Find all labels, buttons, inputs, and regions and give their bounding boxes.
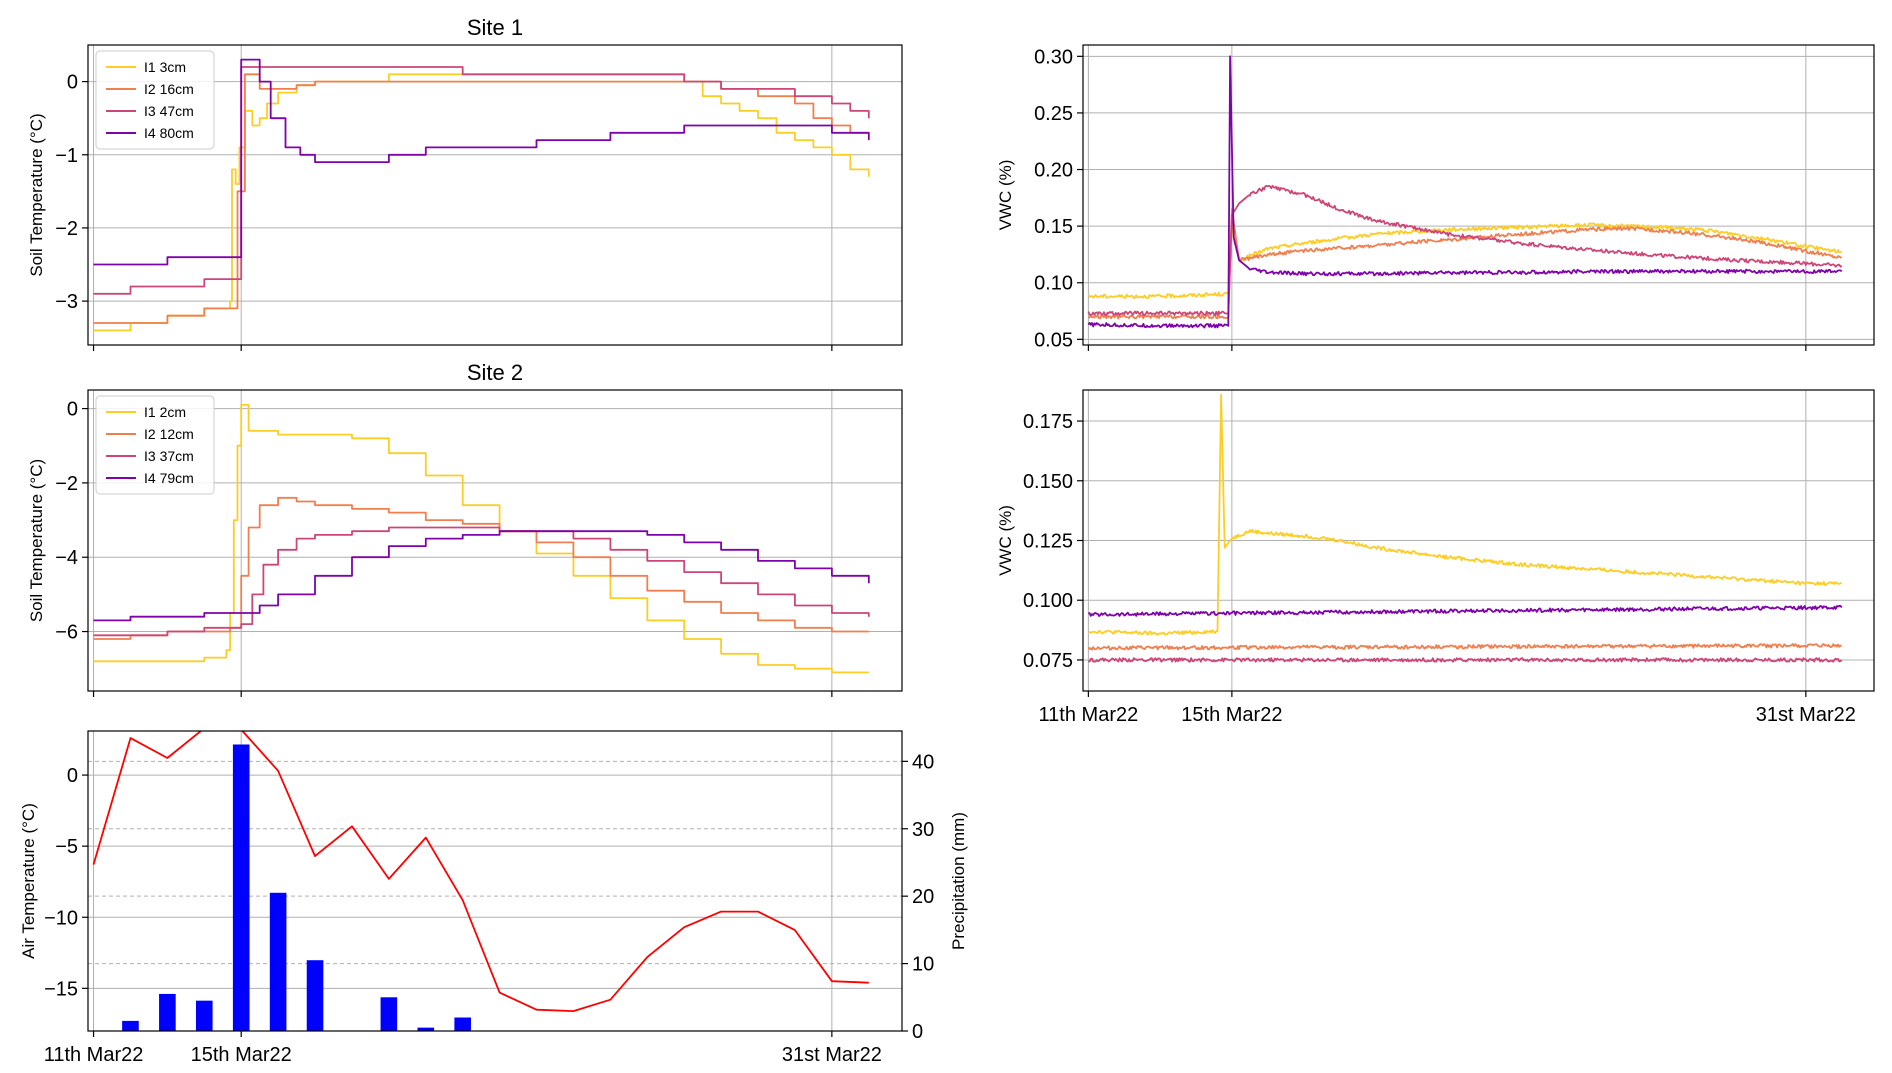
x-tick-label: 15th Mar22 [191, 1044, 292, 1066]
precip-bar [269, 892, 287, 1031]
right-tick-label: 30 [912, 819, 934, 841]
y-tick-label: −4 [55, 547, 78, 569]
y-tick-label: 0 [67, 72, 78, 94]
y-axis-label: Soil Temperature (°C) [27, 459, 46, 622]
series-line [1088, 393, 1842, 636]
series-line [93, 526, 870, 637]
y-tick-label: −6 [55, 622, 78, 644]
series-line [1088, 604, 1843, 617]
y-tick-label: 0.075 [1023, 650, 1073, 672]
series-line [92, 731, 869, 1012]
y-tick-label: 0.20 [1034, 160, 1073, 182]
right-tick-label: 20 [912, 886, 934, 908]
x-tick-label: 11th Mar22 [44, 1044, 144, 1066]
y-tick-label: −15 [44, 978, 78, 1000]
axes-frame [1082, 389, 1875, 692]
series-line [1087, 55, 1843, 329]
series-line [93, 530, 870, 622]
chart-title: Site 1 [467, 15, 523, 40]
y-axis-label: Air Temperature (°C) [19, 803, 38, 959]
right-axis-label: Precipitation (mm) [949, 812, 968, 950]
y-tick-label: −10 [44, 907, 78, 929]
chart-title: Site 2 [467, 360, 523, 385]
x-tick-label: 15th Mar22 [1181, 704, 1282, 726]
y-tick-label: −2 [55, 473, 78, 495]
precip-bar [195, 1000, 213, 1031]
precip-bar [232, 744, 250, 1031]
y-tick-label: 0 [67, 399, 78, 421]
right-tick-label: 0 [912, 1021, 923, 1043]
precip-bar [417, 1027, 435, 1031]
precip-bar [454, 1017, 472, 1031]
series-line [93, 73, 869, 324]
y-axis-label: Soil Temperature (°C) [27, 113, 46, 276]
y-axis-label: VWC (%) [996, 505, 1015, 576]
y-tick-label: −2 [55, 218, 78, 240]
chart-panel-3: 0.30 0.25 0.20 0.15 0.10 0.05 VWC (%) [996, 44, 1875, 351]
series-line [1087, 222, 1842, 300]
series-line [1087, 184, 1843, 317]
y-tick-label: −1 [55, 145, 78, 167]
legend-label: I3 47cm [144, 103, 194, 119]
axes-frame [87, 44, 903, 346]
precip-bar [159, 993, 176, 1031]
legend-box [95, 50, 215, 150]
chart-panel-2: 0 −2 −4 −6 Site 2 Soil Temperature (°C) I1 2cm… [27, 360, 903, 697]
y-tick-label: −3 [55, 291, 78, 313]
chart-panel-5: 0 −5 −10 −15 40 30 20 10 0 Air Temperature (°C) Pr… [19, 730, 968, 1066]
y-tick-label: 0.30 [1034, 46, 1073, 68]
y-axis-label: VWC (%) [996, 160, 1015, 231]
y-tick-label: 0.125 [1023, 531, 1073, 553]
chart-panel-1: 0 −1 −2 −3 Site 1 Soil Temperature (°C) I1 3cm… [27, 15, 903, 351]
right-tick-label: 40 [912, 751, 934, 773]
y-tick-label: 0 [67, 765, 78, 787]
y-tick-label: −5 [55, 836, 78, 858]
chart-panel-4: 0.175 0.150 0.125 0.100 0.075 VWC (%) 11th Mar… [996, 389, 1875, 726]
y-tick-label: 0.10 [1034, 273, 1073, 295]
legend-label: I3 37cm [144, 448, 194, 464]
x-tick-label: 11th Mar22 [1039, 704, 1139, 726]
y-tick-label: 0.05 [1034, 329, 1073, 351]
precip-bar [122, 1020, 139, 1031]
right-tick-label: 10 [912, 954, 934, 976]
axes-frame [1082, 44, 1875, 346]
y-tick-label: 0.25 [1034, 103, 1073, 125]
y-tick-label: 0.150 [1023, 471, 1073, 493]
y-tick-label: 0.100 [1023, 590, 1073, 612]
series-line [93, 58, 870, 266]
precip-bar [380, 997, 398, 1031]
series-line [93, 66, 870, 295]
legend-label: I4 79cm [144, 470, 194, 486]
legend-label: I2 12cm [144, 426, 194, 442]
y-tick-label: 0.15 [1034, 216, 1073, 238]
axes-frame [87, 730, 903, 1032]
series-line [93, 496, 869, 640]
series-line [1087, 208, 1842, 320]
series-line [1087, 657, 1843, 663]
legend-label: I1 3cm [144, 59, 186, 75]
precip-bar [306, 960, 324, 1031]
legend-label: I2 16cm [144, 81, 194, 97]
x-tick-label: 31st Mar22 [1756, 704, 1856, 726]
axes-frame [87, 389, 903, 692]
legend-box [95, 395, 215, 495]
legend-label: I1 2cm [144, 404, 186, 420]
y-tick-label: 0.175 [1023, 411, 1073, 433]
x-tick-label: 31st Mar22 [782, 1044, 882, 1066]
legend-label: I4 80cm [144, 125, 194, 141]
series-line [1087, 643, 1842, 651]
